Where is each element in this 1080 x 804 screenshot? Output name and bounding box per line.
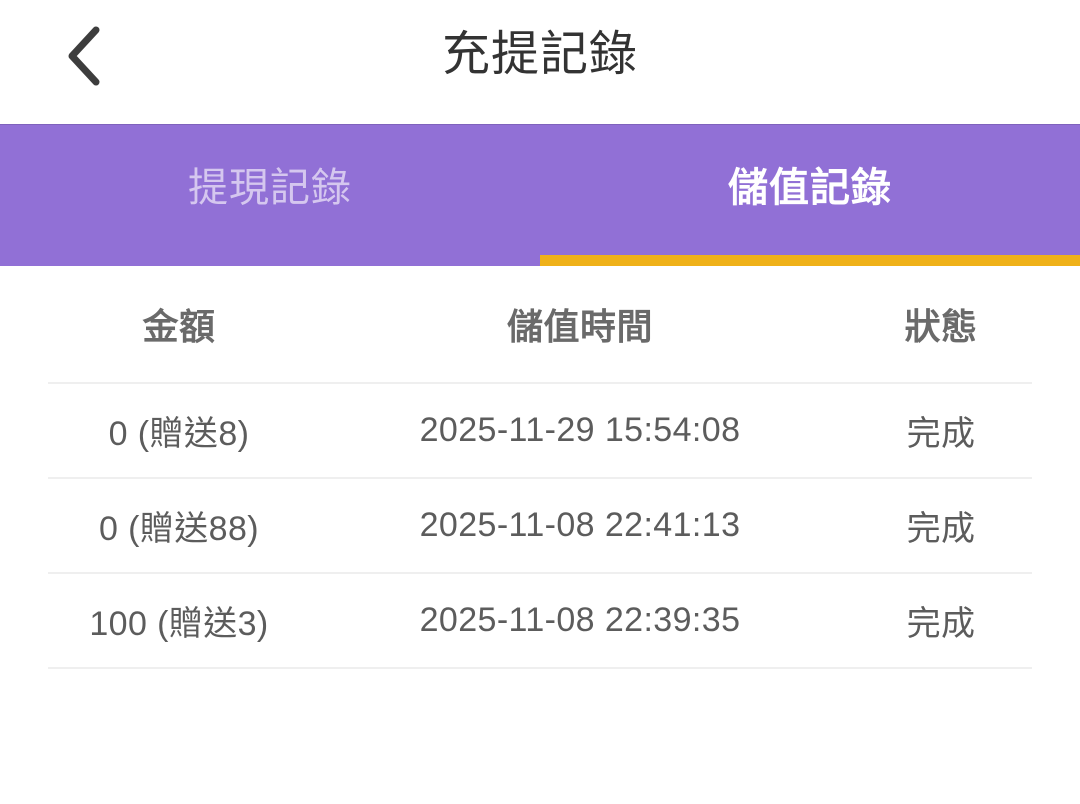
- cell-amount: 0 (贈送88): [98, 510, 260, 548]
- tab-withdraw-record[interactable]: 提現記錄: [0, 124, 540, 266]
- table-row[interactable]: 100 (贈送3) 2025-11-08 22:39:35 完成: [48, 574, 1032, 669]
- cell-time: 2025-11-08 22:41:13: [419, 506, 741, 544]
- cell-amount: 100 (贈送3): [89, 605, 269, 643]
- empty-space: [0, 669, 1080, 753]
- chevron-left-icon: [64, 25, 104, 87]
- table-row[interactable]: 0 (贈送88) 2025-11-08 22:41:13 完成: [48, 479, 1032, 574]
- cell-status: 完成: [906, 510, 976, 548]
- records-table: 金額 儲值時間 狀態 0 (贈送8) 2025-11-29 15:54:08 完…: [0, 266, 1080, 669]
- table-header-row: 金額 儲值時間 狀態: [48, 266, 1032, 384]
- column-header-amount: 金額: [142, 306, 216, 347]
- column-header-status: 狀態: [904, 306, 978, 347]
- cell-status: 完成: [906, 605, 976, 643]
- column-header-time: 儲值時間: [506, 306, 653, 347]
- page-title: 充提記錄: [441, 28, 638, 81]
- cell-time: 2025-11-29 15:54:08: [419, 411, 741, 449]
- tab-deposit-record-label: 儲值記錄: [728, 166, 892, 210]
- cell-amount: 0 (贈送8): [108, 415, 250, 453]
- app-bar: 充提記錄: [0, 0, 1080, 124]
- table-row[interactable]: 0 (贈送8) 2025-11-29 15:54:08 完成: [48, 384, 1032, 479]
- tab-withdraw-record-label: 提現記錄: [188, 166, 352, 210]
- cell-status: 完成: [906, 415, 976, 453]
- back-button[interactable]: [46, 18, 122, 94]
- tab-bar: 提現記錄 儲值記錄: [0, 124, 1080, 266]
- tab-deposit-record[interactable]: 儲值記錄: [540, 124, 1080, 266]
- active-tab-indicator: [540, 255, 1080, 266]
- cell-time: 2025-11-08 22:39:35: [419, 601, 741, 639]
